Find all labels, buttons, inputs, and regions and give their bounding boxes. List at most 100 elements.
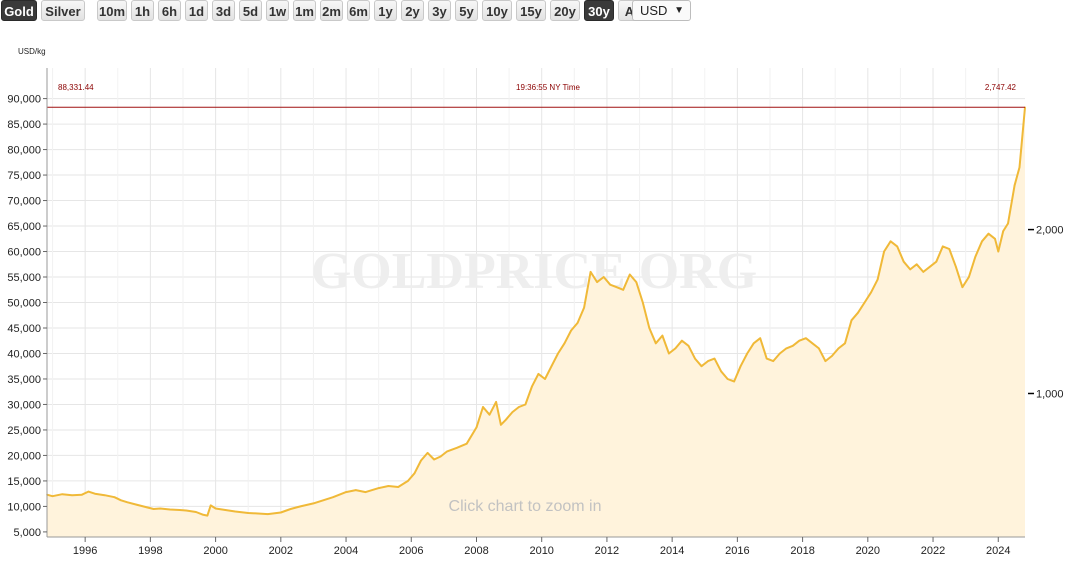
price-point — [377, 487, 380, 489]
price-point — [1018, 166, 1021, 169]
range-button-1y[interactable]: 1y — [374, 0, 397, 21]
price-point — [629, 273, 631, 276]
price-point — [169, 508, 171, 511]
range-button-15y[interactable]: 15y — [516, 0, 546, 21]
currency-value: USD — [640, 3, 668, 18]
price-point — [889, 240, 892, 243]
price-point — [915, 263, 918, 266]
y-tick-label: 45,000 — [7, 323, 41, 335]
range-button-1m[interactable]: 1m — [293, 0, 316, 21]
price-point — [550, 365, 553, 368]
price-point — [299, 505, 302, 508]
price-point — [495, 401, 497, 403]
x-tick-label: 2008 — [464, 545, 488, 557]
x-tick-label: 2022 — [921, 545, 945, 557]
price-point — [475, 426, 478, 429]
y-tick-label: 20,000 — [7, 450, 41, 462]
range-button-30y[interactable]: 30y — [584, 0, 614, 21]
x-axis: 1996 1998 2000 2002 2004 2006 2008 2010 2012 2014… — [47, 536, 1025, 557]
price-point — [987, 232, 990, 235]
price-point — [752, 342, 755, 345]
price-point — [146, 506, 148, 509]
price-point — [831, 355, 833, 357]
price-point — [896, 245, 898, 248]
range-button-3y[interactable]: 3y — [428, 0, 451, 21]
watermark: GOLDPRICE.ORG — [311, 243, 757, 300]
price-point — [413, 472, 416, 475]
range-button-1w[interactable]: 1w — [266, 0, 289, 21]
price-point — [615, 286, 618, 289]
price-point — [209, 504, 212, 507]
price-point — [642, 301, 644, 304]
x-tick-label: 1996 — [73, 545, 97, 557]
price-point — [850, 319, 853, 322]
price-point — [668, 352, 670, 355]
price-point — [465, 442, 468, 445]
price-point — [876, 278, 879, 281]
price-point — [488, 413, 491, 416]
price-point — [883, 250, 885, 253]
range-button-2y[interactable]: 2y — [401, 0, 424, 21]
x-tick-label: 1998 — [138, 545, 162, 557]
range-button-5y[interactable]: 5y — [455, 0, 478, 21]
range-button-20y[interactable]: 20y — [550, 0, 580, 21]
price-point — [152, 508, 155, 510]
metal-button-silver[interactable]: Silver — [41, 0, 85, 21]
y-tick-label: 90,000 — [7, 94, 41, 106]
price-point — [759, 337, 761, 340]
price-point — [1007, 222, 1009, 225]
price-point — [201, 513, 204, 516]
x-tick-label: 2000 — [203, 545, 227, 557]
price-point — [857, 311, 859, 314]
range-button-3d[interactable]: 3d — [212, 0, 235, 21]
price-points — [46, 106, 1026, 517]
price-point — [206, 514, 209, 517]
y-axis: 5,000 10,000 15,000 20,000 25,000 30,000 35,00… — [7, 68, 48, 539]
price-point — [247, 512, 249, 514]
price-point — [661, 334, 664, 337]
metal-button-gold[interactable]: Gold — [1, 0, 37, 21]
range-button-10y[interactable]: 10y — [482, 0, 512, 21]
range-button-1d[interactable]: 1d — [185, 0, 208, 21]
range-button-10m[interactable]: 10m — [97, 0, 127, 21]
price-point — [61, 493, 64, 496]
y-axis-unit: USD/kg — [18, 47, 46, 56]
price-point — [602, 276, 605, 278]
y-tick-label: 80,000 — [7, 145, 41, 157]
secondary-y-axis: 1,000 2,000 — [1028, 225, 1064, 400]
range-button-6h[interactable]: 6h — [158, 0, 181, 21]
x-tick-label: 2002 — [269, 545, 293, 557]
price-point — [681, 339, 683, 342]
range-button-2m[interactable]: 2m — [320, 0, 343, 21]
y-tick-label: 70,000 — [7, 196, 41, 208]
price-point — [1002, 230, 1004, 232]
y-tick-label: 40,000 — [7, 348, 41, 360]
price-point — [113, 496, 116, 499]
price-point — [518, 406, 520, 408]
price-point — [544, 378, 546, 380]
price-point — [707, 360, 709, 362]
price-point — [81, 493, 83, 496]
price-point — [739, 365, 742, 368]
current-price-right: 2,747.42 — [985, 83, 1017, 92]
price-point — [426, 452, 429, 454]
price-point — [674, 347, 677, 350]
price-point — [563, 342, 566, 345]
y-tick-label: 85,000 — [7, 119, 41, 131]
range-button-6m[interactable]: 6m — [347, 0, 370, 21]
y-tick-label: 50,000 — [7, 298, 41, 310]
price-point — [500, 424, 502, 426]
price-point — [948, 248, 951, 250]
y-tick-label: 35,000 — [7, 374, 41, 386]
price-point — [576, 322, 579, 324]
x-tick-label: 2004 — [334, 545, 358, 557]
price-point — [733, 380, 735, 383]
range-button-1h[interactable]: 1h — [131, 0, 154, 21]
price-point — [974, 255, 977, 258]
y-tick-label: 30,000 — [7, 399, 41, 411]
price-point — [805, 337, 807, 340]
range-button-5d[interactable]: 5d — [239, 0, 262, 21]
price-point — [863, 301, 866, 304]
currency-select[interactable]: USD ▼ — [632, 0, 691, 21]
